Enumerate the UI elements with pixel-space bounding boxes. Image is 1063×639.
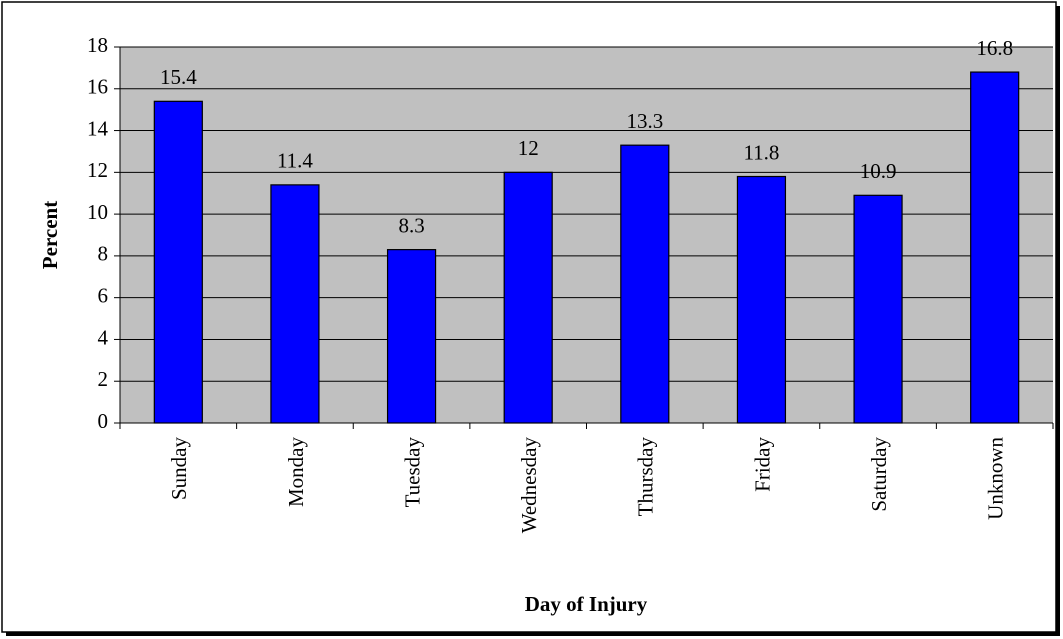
x-tick-label: Sunday [167,437,191,501]
bar [970,71,1020,424]
data-label: 16.8 [976,36,1013,60]
bar [853,194,903,424]
data-label: 10.9 [860,159,897,183]
y-tick-label: 2 [98,367,109,391]
y-tick-label: 6 [98,283,109,307]
data-label: 13.3 [626,109,663,133]
data-label: 11.8 [743,140,779,164]
bar [153,100,203,424]
y-tick-label: 12 [87,158,108,182]
y-tick-label: 0 [98,409,109,433]
y-tick-label: 4 [98,325,109,349]
x-tick-label: Wednesday [517,437,541,534]
data-label: 8.3 [398,213,424,237]
y-tick-label: 16 [87,75,108,99]
y-tick-label: 14 [87,116,109,140]
y-tick-label: 8 [98,242,109,266]
bar [503,171,553,424]
bar [620,144,670,424]
x-tick-label: Tuesday [400,437,424,508]
bar [736,175,787,424]
data-label: 12 [518,136,539,160]
bar [386,249,437,424]
bar [270,184,320,424]
plot-area [120,47,1053,423]
x-tick-label: Friday [750,437,774,492]
x-tick-label: Monday [284,437,308,507]
x-axis-label: Day of Injury [525,592,648,616]
y-tick-label: 10 [87,200,108,224]
x-tick-label: Thursday [634,437,658,517]
y-tick-label: 18 [87,33,108,57]
data-label: 15.4 [160,65,197,89]
x-tick-label: Saturday [867,437,891,512]
y-axis-label: Percent [38,201,62,269]
data-label: 11.4 [277,149,313,173]
x-tick-label: Unknown [984,437,1008,520]
